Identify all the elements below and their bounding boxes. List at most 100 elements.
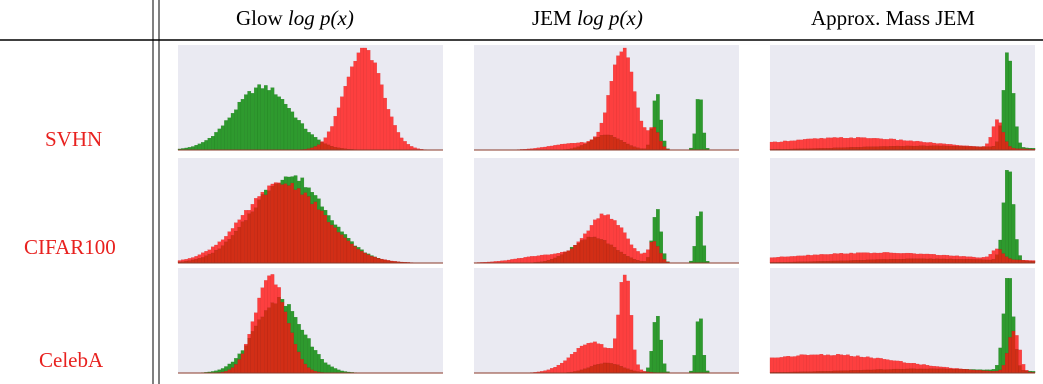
- bar-red: [217, 241, 222, 250]
- bar-overlap: [945, 258, 950, 264]
- bar-red: [905, 362, 910, 370]
- bar-overlap: [875, 259, 880, 264]
- bar-red: [952, 255, 956, 260]
- bar-red: [918, 364, 923, 370]
- bar-red: [579, 345, 584, 371]
- bar-red: [333, 116, 338, 148]
- bar-green: [237, 353, 242, 360]
- bar-green: [283, 176, 288, 184]
- bar-red: [839, 354, 844, 371]
- bar-red: [270, 274, 275, 303]
- bar-green: [659, 231, 663, 254]
- bar-green: [1005, 52, 1009, 142]
- bar-red: [776, 357, 781, 373]
- bar-green: [250, 93, 255, 151]
- bar-red: [181, 259, 185, 262]
- bar-red: [230, 228, 235, 236]
- bar-overlap: [928, 145, 933, 151]
- bar-red: [613, 338, 617, 365]
- bar-green: [307, 187, 311, 197]
- bar-green: [313, 195, 318, 203]
- bar-red: [859, 137, 863, 148]
- bar-red: [902, 253, 906, 260]
- bar-overlap: [935, 368, 940, 374]
- bar-red: [543, 254, 548, 262]
- bar-overlap: [922, 258, 926, 264]
- bar-red: [273, 182, 278, 184]
- bar-overlap: [569, 248, 574, 264]
- bar-green: [646, 367, 650, 373]
- bar-overlap: [330, 224, 334, 264]
- bar-overlap: [343, 237, 348, 264]
- bar-overlap: [938, 258, 943, 264]
- bar-red: [826, 354, 830, 372]
- bar-overlap: [287, 323, 291, 374]
- panel-cifar100-glow: [177, 158, 443, 264]
- bar-red: [769, 141, 774, 150]
- bar-overlap: [336, 232, 341, 264]
- bar-red: [619, 282, 624, 367]
- bar-red: [563, 143, 567, 150]
- bar-overlap: [622, 142, 627, 151]
- bar-red: [599, 122, 604, 136]
- bar-overlap: [616, 364, 620, 374]
- bar-red: [326, 131, 331, 146]
- bar-overlap: [250, 211, 255, 264]
- bar-overlap: [586, 142, 591, 151]
- bar-red: [1018, 349, 1022, 366]
- bar-green: [230, 361, 235, 368]
- row-label-svhn: SVHN: [45, 127, 103, 151]
- bar-red: [783, 140, 787, 150]
- bar-red: [935, 143, 940, 146]
- bar-green: [692, 133, 697, 151]
- bar-green: [217, 369, 222, 373]
- bar-red: [520, 257, 524, 264]
- bar-overlap: [583, 368, 587, 374]
- bar-overlap: [895, 259, 900, 264]
- bar-green: [290, 111, 295, 151]
- bar-red: [975, 257, 979, 260]
- bar-overlap: [619, 251, 624, 264]
- bar-red: [613, 220, 617, 248]
- bar-red: [406, 144, 411, 151]
- bar-red: [889, 138, 893, 147]
- bar-red: [918, 141, 923, 146]
- bar-red: [895, 140, 900, 147]
- bar-overlap: [201, 257, 205, 264]
- bar-red: [865, 252, 870, 261]
- bar-overlap: [264, 194, 268, 264]
- bar-red: [935, 254, 940, 259]
- bar-overlap: [889, 146, 893, 151]
- bar-red: [596, 218, 601, 239]
- bar-overlap: [326, 144, 331, 151]
- bar-red: [803, 139, 807, 149]
- bar-red: [816, 354, 820, 372]
- bar-green: [317, 139, 321, 145]
- bar-overlap: [320, 210, 324, 264]
- panel-svhn-glow: [177, 45, 443, 151]
- bar-green: [300, 177, 305, 195]
- bar-red: [403, 141, 407, 151]
- bar-red: [629, 71, 634, 146]
- bar-overlap: [280, 184, 285, 264]
- bar-red: [639, 369, 644, 373]
- bar-overlap: [579, 145, 584, 151]
- bar-red: [829, 355, 834, 372]
- bar-red: [336, 107, 341, 149]
- bar-overlap: [962, 259, 966, 264]
- bar-red: [895, 360, 900, 370]
- bar-red: [540, 254, 544, 262]
- bar-red: [340, 96, 344, 149]
- bar-red: [856, 252, 860, 261]
- bar-green: [303, 128, 308, 150]
- bar-overlap: [948, 368, 953, 374]
- panel-svhn-jem: [474, 45, 739, 151]
- bar-red: [626, 238, 630, 257]
- bar-overlap: [962, 369, 966, 374]
- bar-overlap: [899, 146, 903, 151]
- bar-overlap: [287, 185, 291, 264]
- bar-green: [283, 305, 288, 313]
- bar-red: [510, 259, 514, 264]
- bar-overlap: [889, 259, 893, 264]
- bar-red: [779, 357, 784, 373]
